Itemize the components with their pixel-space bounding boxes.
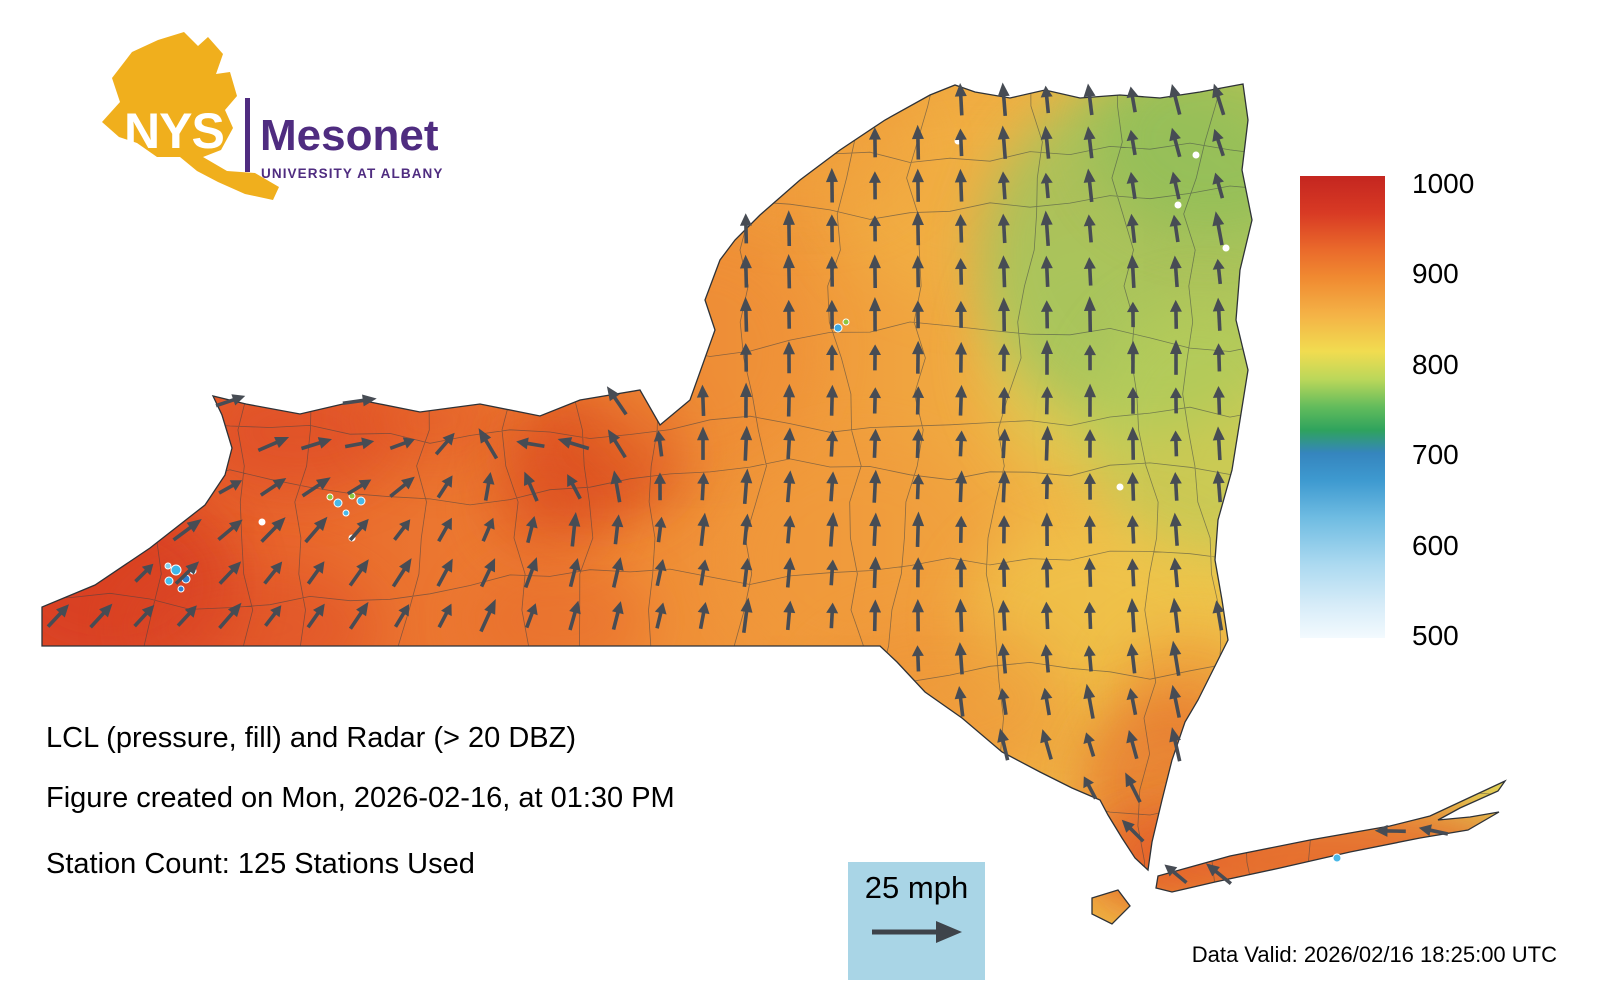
colorbar-tick-label: 600 [1412, 529, 1459, 561]
logo-brand: Mesonet [260, 111, 439, 160]
colorbar-tick-label: 700 [1412, 439, 1459, 471]
colorbar-gradient [1300, 176, 1385, 638]
data-valid-timestamp: Data Valid: 2026/02/16 18:25:00 UTC [1191, 942, 1557, 967]
wind-speed-label: 25 mph [864, 870, 969, 905]
station-count-caption: Station Count: 125 Stations Used [46, 848, 475, 880]
logo-divider [245, 98, 250, 172]
colorbar-tick-label: 500 [1412, 620, 1459, 651]
logo-subtitle: UNIVERSITY AT ALBANY [261, 166, 444, 181]
wind-legend-arrow-icon [872, 921, 962, 943]
logo-acronym: NYS [124, 103, 224, 159]
ny-state-logo-shape [102, 32, 279, 200]
colorbar-tick-label: 900 [1412, 258, 1459, 290]
radar-echoes [164, 137, 1342, 863]
wind-speed-legend: 25 mph [848, 862, 985, 980]
wind-arrows [46, 82, 1449, 886]
colorbar: 1000 900 800 700 600 500 [1300, 168, 1500, 651]
nys-mesonet-logo: NYS Mesonet UNIVERSITY AT ALBANY [102, 32, 444, 200]
created-caption: Figure created on Mon, 2026-02-16, at 01… [46, 782, 675, 814]
product-caption: LCL (pressure, fill) and Radar (> 20 DBZ… [46, 722, 576, 754]
colorbar-tick-label: 1000 [1412, 168, 1475, 199]
colorbar-tick-label: 800 [1412, 348, 1459, 380]
